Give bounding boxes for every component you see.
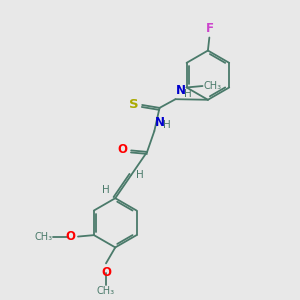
Text: CH₃: CH₃: [34, 232, 52, 242]
Text: O: O: [118, 143, 128, 156]
Text: CH₃: CH₃: [97, 286, 115, 296]
Text: N: N: [176, 84, 186, 97]
Text: CH₃: CH₃: [204, 81, 222, 91]
Text: S: S: [129, 98, 139, 111]
Text: F: F: [206, 22, 214, 34]
Text: N: N: [155, 116, 165, 129]
Text: H: H: [102, 185, 110, 195]
Text: O: O: [101, 266, 111, 279]
Text: H: H: [163, 121, 171, 130]
Text: H: H: [136, 170, 144, 180]
Text: H: H: [184, 88, 192, 99]
Text: O: O: [66, 230, 76, 243]
